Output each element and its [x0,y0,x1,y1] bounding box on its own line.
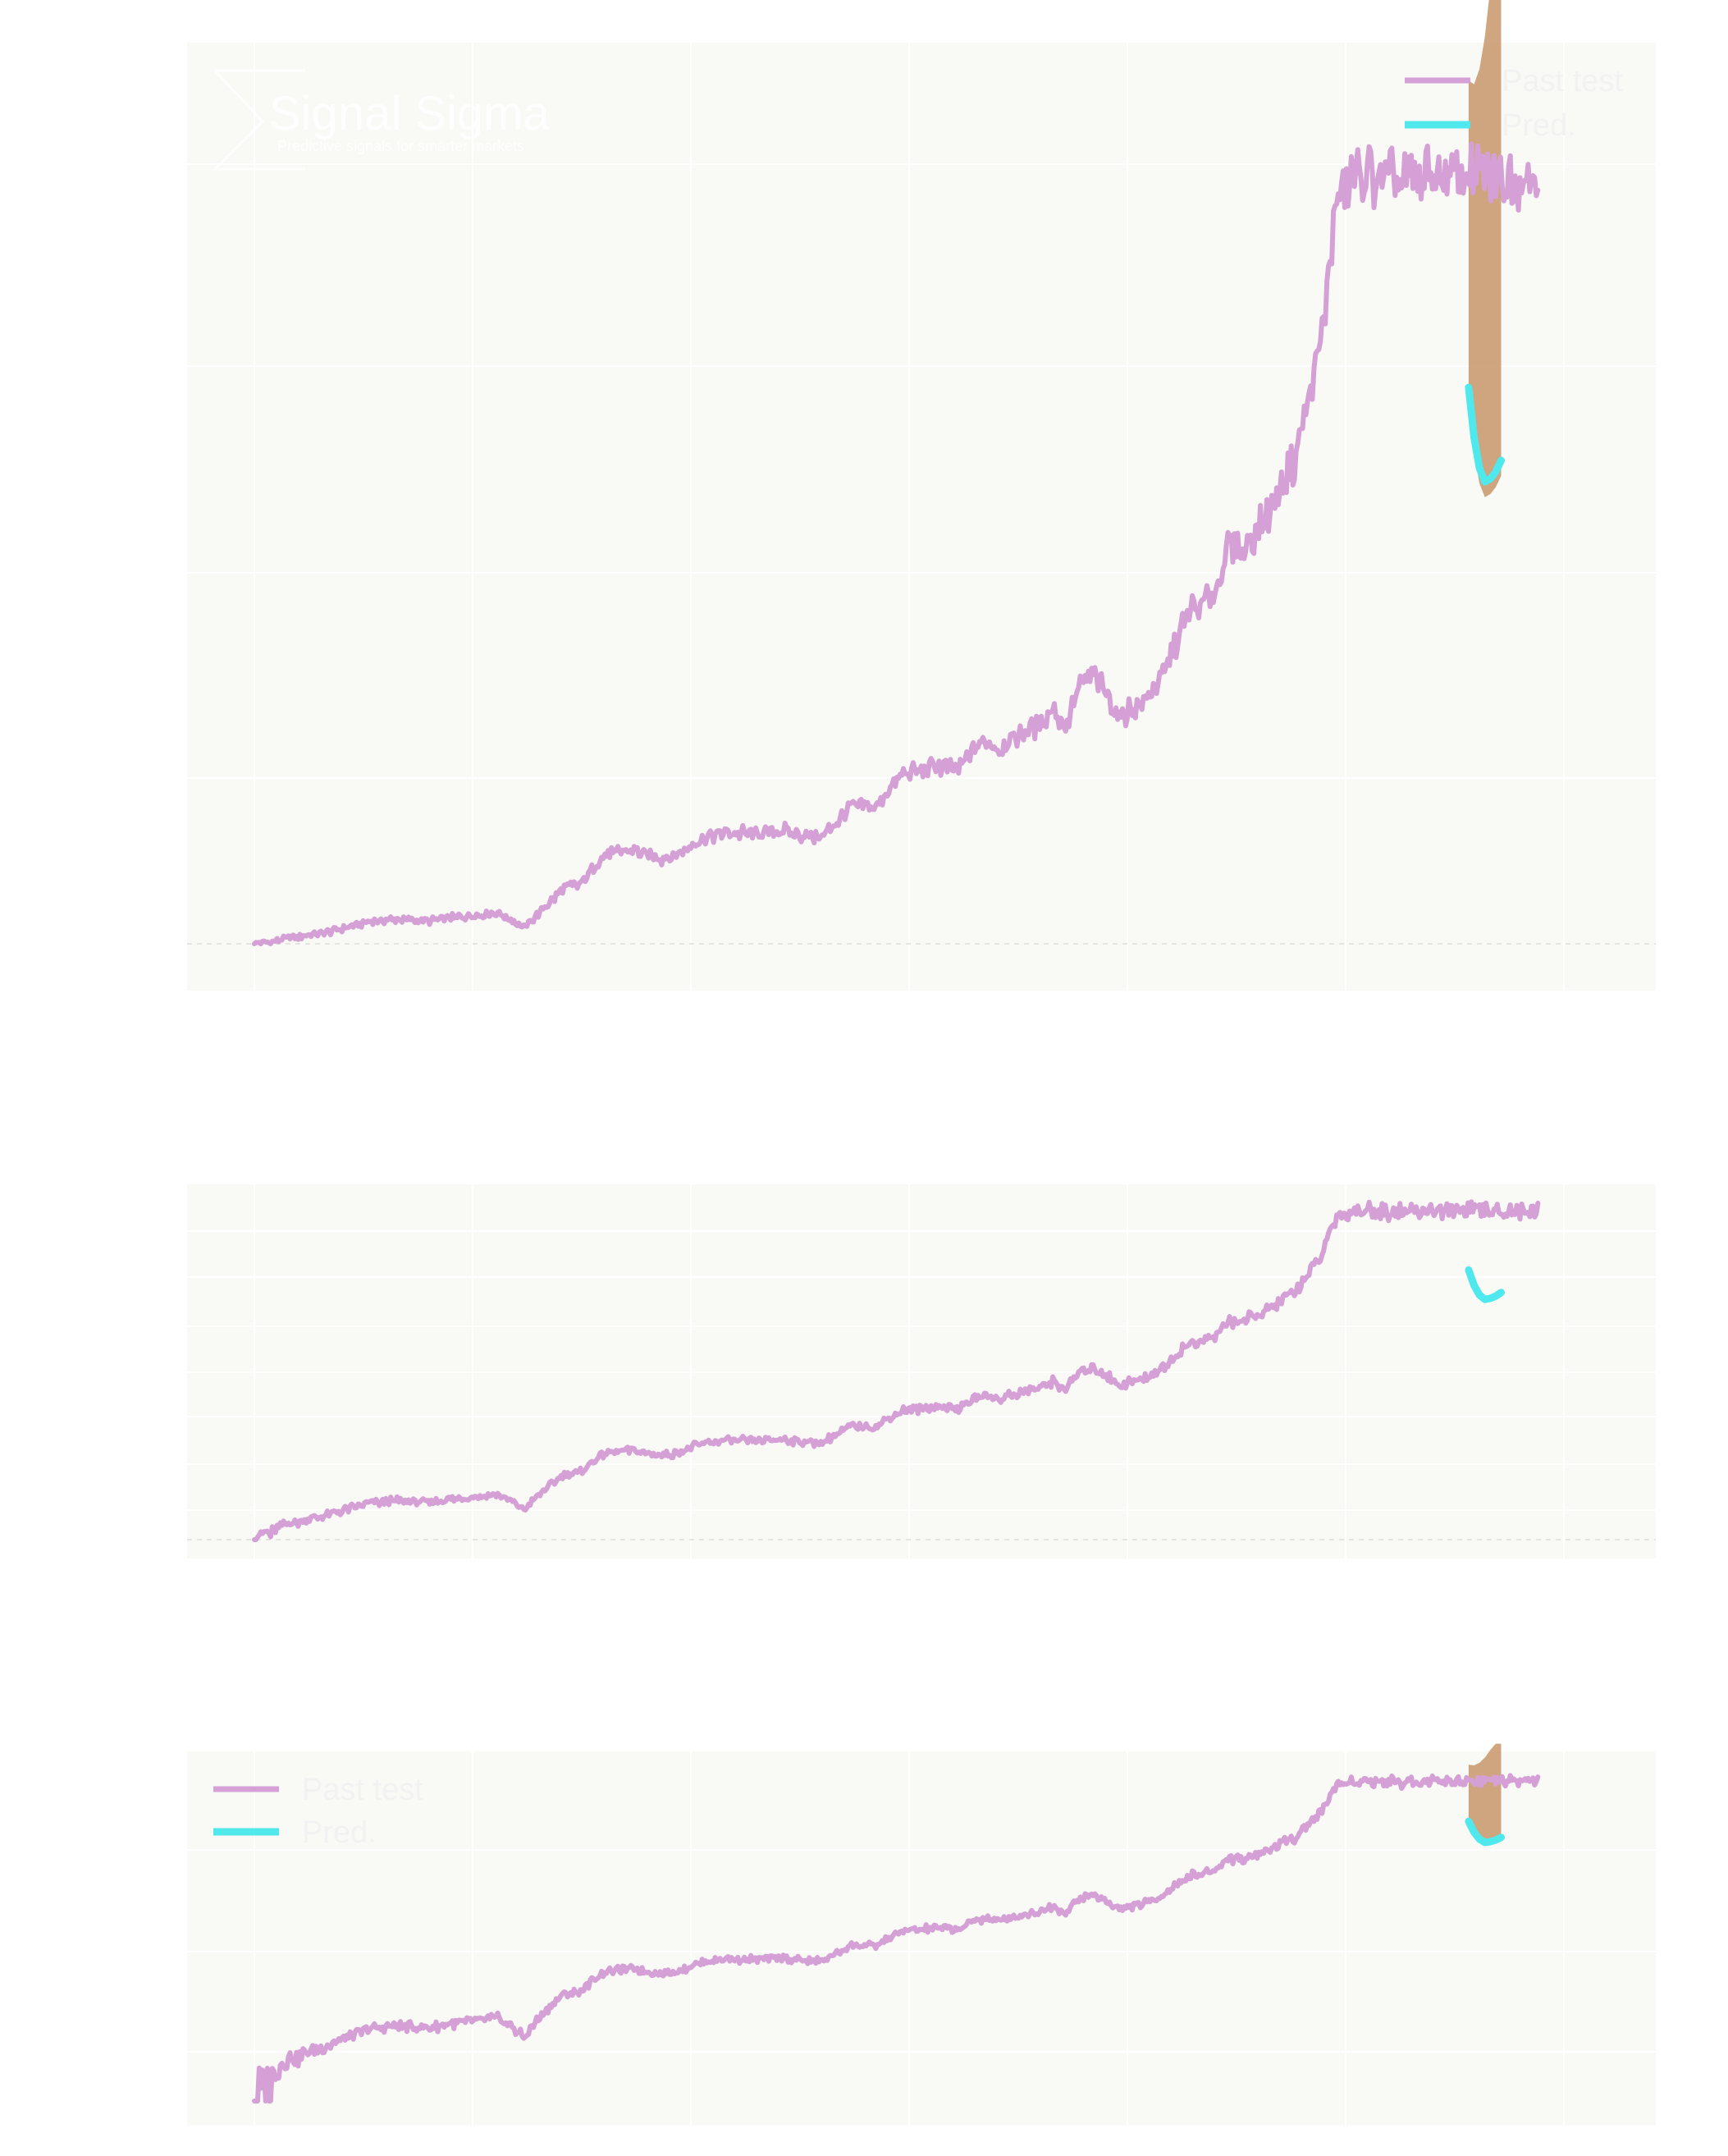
forecast-band [1468,0,1502,497]
panel-3-grid [187,1751,1656,2126]
prediction-line [1465,1266,1505,1303]
past-test-line [252,1773,1541,2103]
legend-1: Past test Pred. [1405,64,1623,143]
legend-1-pred-label: Pred. [1502,108,1576,143]
legend-1-past-label: Past test [1502,64,1623,98]
panel-3-background [187,1751,1656,2126]
prediction-line [1465,1817,1505,1847]
chart-panel-log-zoomed: Past test Pred. [187,1743,1656,2126]
prediction-line [1465,383,1505,486]
sigma-logo-icon [212,69,305,171]
legend-3-past-label: Past test [302,1773,423,1807]
past-test-line [252,141,1541,946]
past-test-line [252,1199,1541,1542]
brand-tagline: Predictive signals for smarter markets [277,138,524,154]
panel-1-background [187,43,1656,991]
forecast-band [1468,1743,1502,1847]
legend-3: Past test Pred. [213,1773,423,1850]
chart-panel-log [187,1184,1656,1559]
brand-watermark: Signal Sigma Predictive signals for smar… [212,69,550,171]
panel-2-grid [187,1184,1656,1559]
chart-panel-linear: Signal Sigma Predictive signals for smar… [187,0,1656,991]
brand-title: Signal Sigma [269,87,550,140]
legend-3-pred-label: Pred. [302,1815,377,1850]
